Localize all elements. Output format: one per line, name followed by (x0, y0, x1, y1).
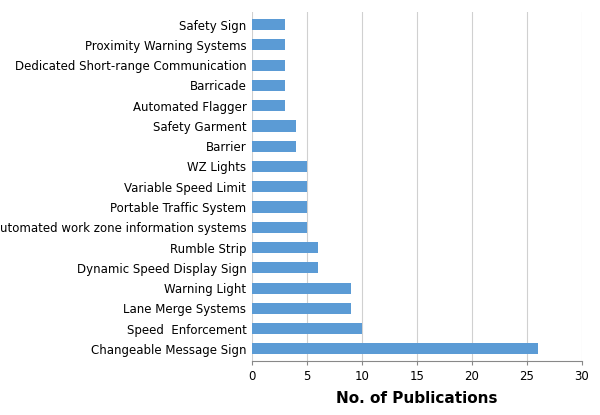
Bar (252, 181, 307, 192)
Bar (252, 161, 307, 172)
Bar (252, 80, 285, 91)
Bar (252, 100, 285, 111)
Bar (252, 19, 285, 30)
Bar (252, 120, 296, 132)
Bar (252, 60, 285, 71)
X-axis label: No. of Publications: No. of Publications (336, 391, 498, 406)
Bar (252, 242, 318, 253)
Bar (252, 343, 538, 354)
Bar (252, 262, 318, 273)
Bar (252, 323, 362, 334)
Bar (252, 39, 285, 51)
Bar (252, 283, 351, 294)
Bar (252, 201, 307, 212)
Bar (252, 303, 351, 314)
Bar (252, 141, 296, 152)
Bar (252, 222, 307, 233)
